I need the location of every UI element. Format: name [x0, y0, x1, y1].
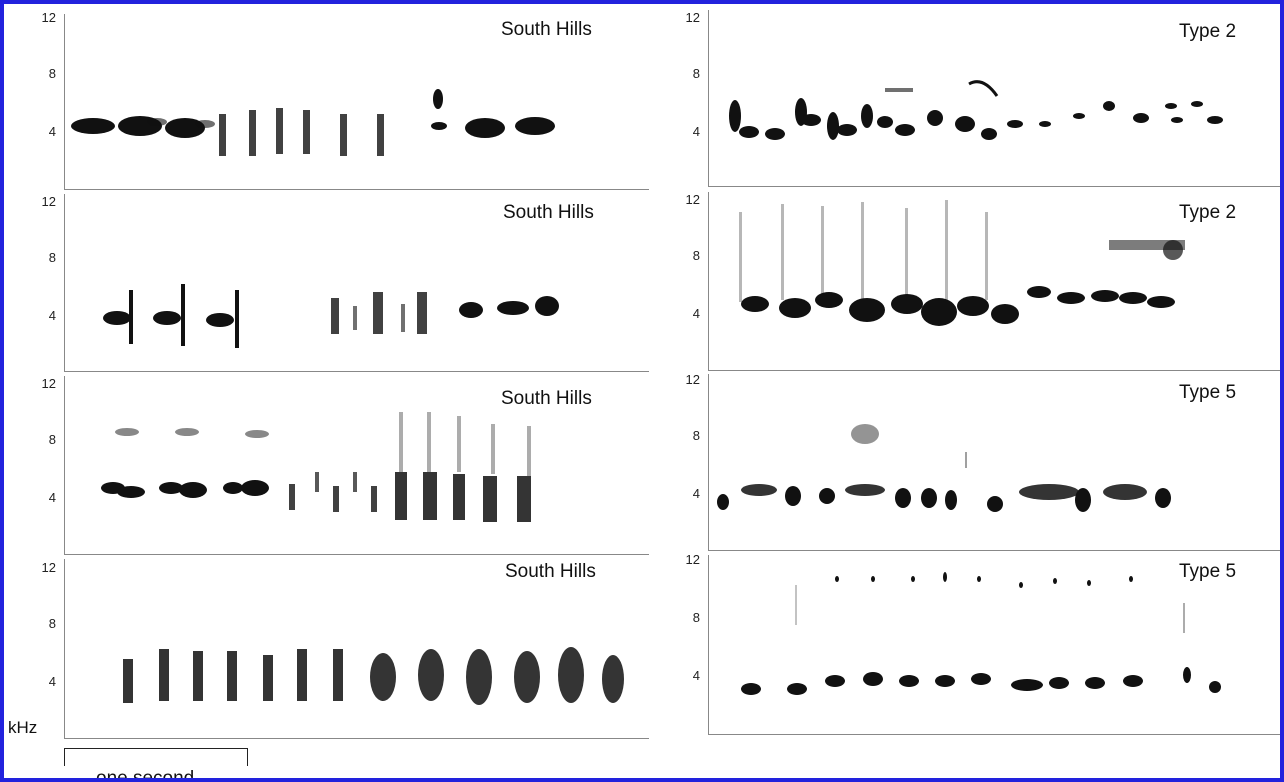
- spectrogram-2: [103, 284, 559, 348]
- spectrogram-panel-type5-1: Type 5: [708, 374, 1280, 551]
- panel-title: Type 2: [1179, 202, 1237, 223]
- spectrogram-4: [123, 647, 624, 705]
- tick-label: 8: [48, 66, 56, 81]
- panel-title: Type 2: [1179, 21, 1237, 42]
- spectrogram-panel-south-hills-1: South Hills: [64, 14, 649, 190]
- y-axis-unit-label: kHz: [8, 718, 38, 737]
- panel-title: Type 5: [1179, 561, 1237, 582]
- tick-label: 4: [692, 306, 700, 321]
- tick-label: 12: [41, 10, 56, 25]
- panel-title: South Hills: [501, 19, 592, 40]
- scale-bar-label: one second: [96, 768, 195, 782]
- tick-label: 12: [41, 194, 56, 209]
- spectrogram-panel-south-hills-4: South Hills: [64, 559, 649, 739]
- tick-label: 8: [692, 428, 700, 443]
- tick-label: 4: [48, 124, 56, 139]
- tick-label: 12: [685, 372, 700, 387]
- spectrogram-panel-type2-2: Type 2: [708, 192, 1280, 371]
- spectrogram-1: [71, 89, 555, 156]
- tick-label: 12: [685, 192, 700, 207]
- tick-label: 4: [692, 486, 700, 501]
- spectrogram-6: [739, 200, 1185, 326]
- tick-label: 12: [41, 560, 56, 575]
- tick-label: 12: [41, 376, 56, 391]
- panel-title: South Hills: [503, 202, 594, 223]
- spectrogram-3: [101, 412, 531, 522]
- panel-title: South Hills: [501, 388, 592, 409]
- panel-title: Type 5: [1179, 382, 1237, 403]
- tick-label: 4: [692, 124, 700, 139]
- tick-label: 8: [48, 432, 56, 447]
- tick-label: 4: [48, 674, 56, 689]
- tick-label: 8: [692, 610, 700, 625]
- spectrogram-7: [717, 424, 1171, 512]
- tick-label: 4: [692, 668, 700, 683]
- tick-label: 4: [48, 308, 56, 323]
- scale-bar: [64, 748, 248, 766]
- tick-label: 8: [48, 616, 56, 631]
- tick-label: 8: [692, 66, 700, 81]
- tick-label: 8: [692, 248, 700, 263]
- panel-title: South Hills: [505, 561, 596, 582]
- spectrogram-5: [729, 80, 1223, 140]
- spectrogram-panel-type2-1: Type 2: [708, 10, 1280, 187]
- spectrogram-panel-south-hills-3: South Hills: [64, 376, 649, 555]
- spectrogram-8: [741, 572, 1221, 695]
- spectrogram-panel-type5-2: Type 5: [708, 555, 1280, 735]
- spectrogram-panel-south-hills-2: South Hills: [64, 194, 649, 372]
- tick-label: 12: [685, 10, 700, 25]
- tick-label: 8: [48, 250, 56, 265]
- tick-label: 12: [685, 552, 700, 567]
- tick-label: 4: [48, 490, 56, 505]
